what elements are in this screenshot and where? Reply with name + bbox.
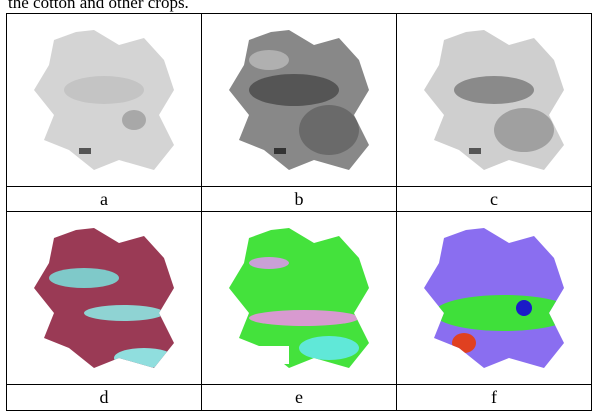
panel-label: d: [7, 385, 202, 411]
panel-image: [202, 14, 397, 187]
panel-image: [7, 14, 202, 187]
panel-image: [202, 212, 397, 385]
map: [404, 218, 584, 378]
panel-label: b: [202, 186, 397, 212]
map: [14, 218, 194, 378]
panel-label: a: [7, 186, 202, 212]
panel-label: f: [397, 385, 592, 411]
panel-label: e: [202, 385, 397, 411]
map: [14, 20, 194, 180]
figure-table: a b c d e f: [6, 13, 592, 411]
page: the cotton and other crops. a b c d e f …: [0, 0, 602, 412]
map: [209, 20, 389, 180]
panel-image: [397, 212, 592, 385]
map: [404, 20, 584, 180]
caption-fragment: the cotton and other crops.: [8, 0, 189, 13]
panel-image: [397, 14, 592, 187]
panel-label: c: [397, 186, 592, 212]
panel-image: [7, 212, 202, 385]
map: [209, 218, 389, 378]
